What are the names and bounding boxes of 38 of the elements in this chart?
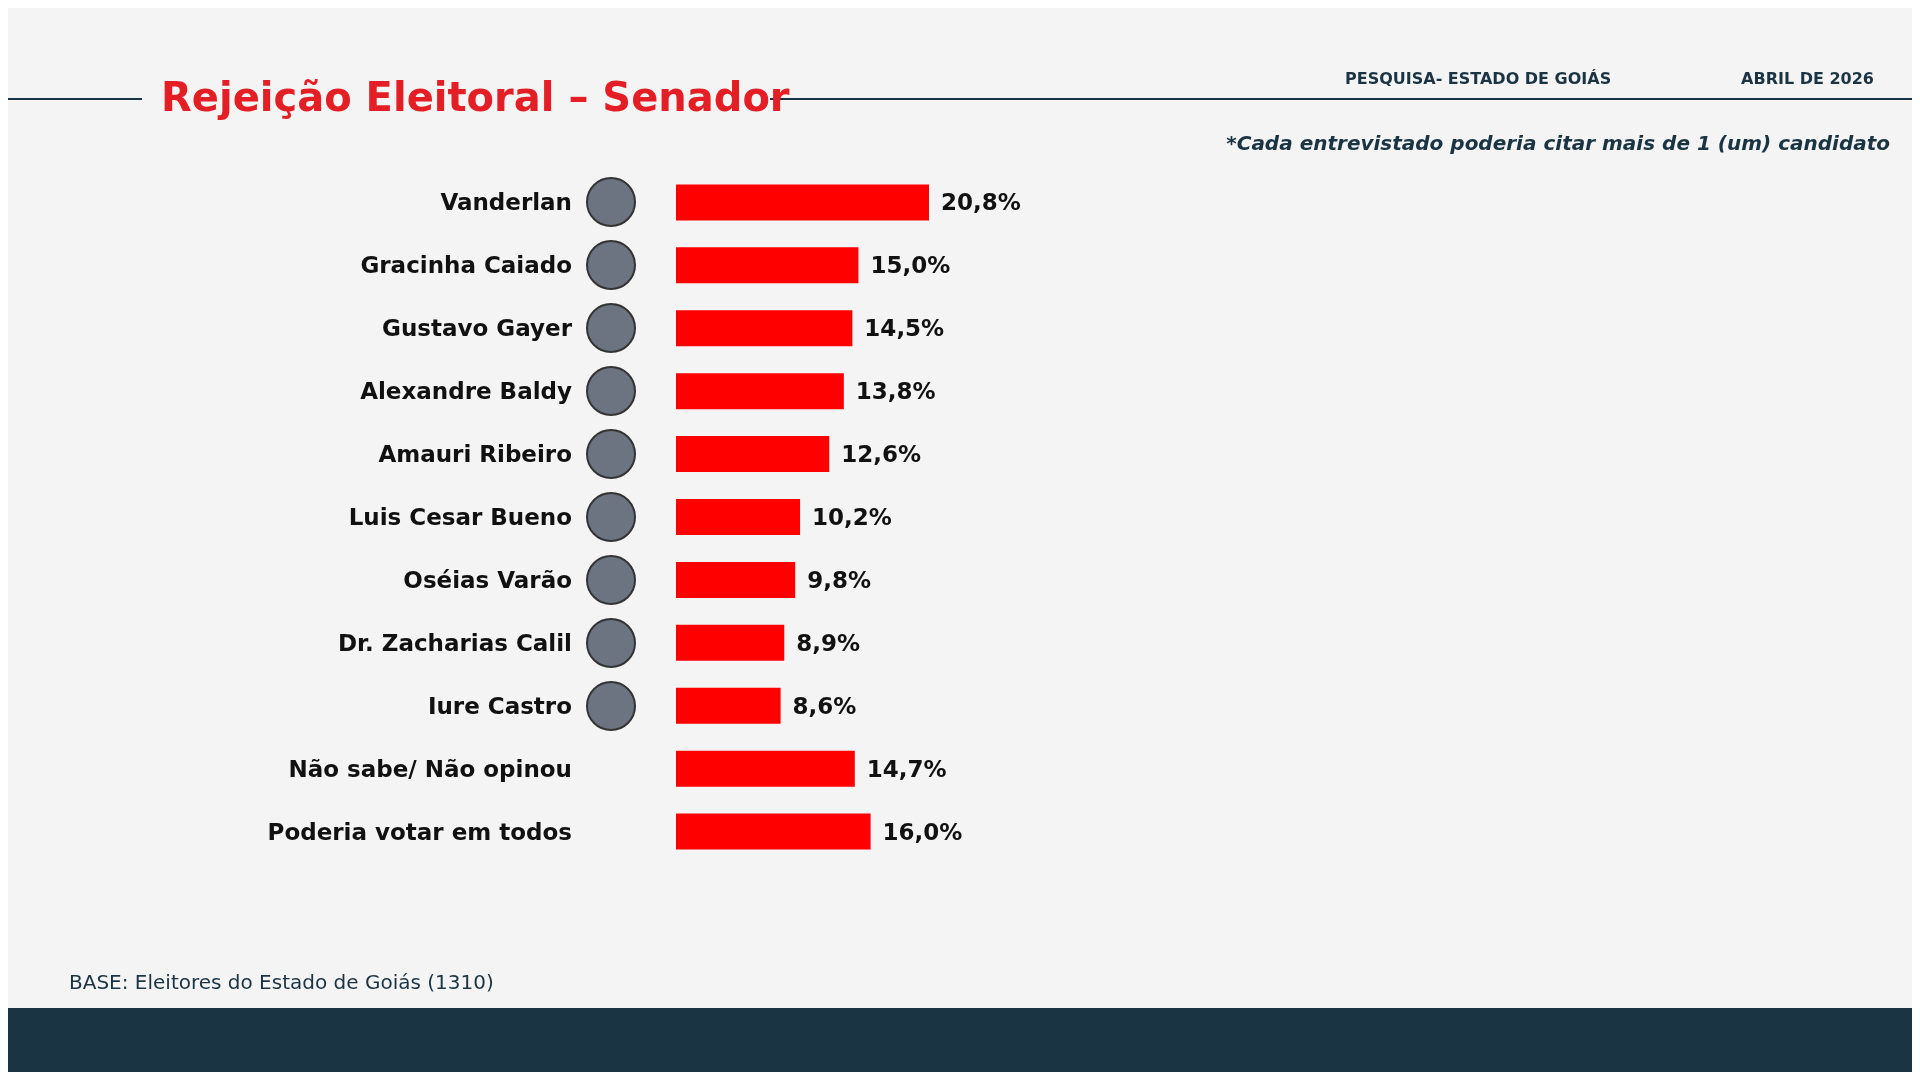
data-label: 8,6%: [792, 692, 857, 719]
bar: [676, 624, 785, 661]
bar: [676, 750, 855, 787]
y-tick-label: Alexandre Baldy: [360, 378, 572, 405]
text: ABRIL DE 2026: [1741, 68, 1875, 88]
data-label: 10,2%: [812, 504, 892, 530]
y-tick-label: Dr. Zacharias Calil: [337, 629, 572, 656]
bar: [676, 310, 853, 347]
text: PESQUISA- ESTADO DE GOIÁS: [1345, 68, 1612, 88]
bar: [676, 813, 871, 850]
bar: [676, 247, 859, 284]
y-tick-label: Gustavo Gayer: [382, 315, 573, 342]
y-tick-label: Não sabe/ Não opinou: [288, 755, 572, 782]
bar: [676, 184, 929, 221]
bar: [676, 561, 796, 598]
bar: [676, 373, 844, 410]
data-label: 20,8%: [941, 189, 1021, 216]
data-label: 13,8%: [855, 378, 936, 405]
y-tick-label: Luis Cesar Bueno: [348, 504, 572, 530]
data-label: 16,0%: [882, 818, 963, 845]
data-label: 15,0%: [870, 252, 951, 279]
data-label: 14,7%: [866, 755, 947, 782]
text: BASE: Eleitores do Estado de Goiás (1310): [69, 970, 494, 994]
y-tick-label: Iure Castro: [427, 692, 572, 719]
text: *Cada entrevistado poderia citar mais de 1 (um) candidato: [1226, 131, 1891, 155]
data-label: 8,9%: [796, 629, 861, 656]
bar: [676, 499, 801, 535]
y-tick-label: Vanderlan: [440, 189, 572, 216]
chart-title: Rejeição Eleitoral – Senador: [161, 74, 790, 120]
y-tick-label: Poderia votar em todos: [267, 818, 572, 845]
data-label: 14,5%: [864, 315, 945, 342]
y-tick-label: Oséias Varão: [403, 566, 572, 593]
y-tick-label: Amauri Ribeiro: [378, 441, 572, 468]
bar: [676, 436, 830, 473]
bar: [676, 687, 781, 724]
y-tick-label: Gracinha Caiado: [360, 252, 572, 279]
data-label: 9,8%: [807, 566, 871, 593]
data-label: 12,6%: [841, 441, 922, 468]
